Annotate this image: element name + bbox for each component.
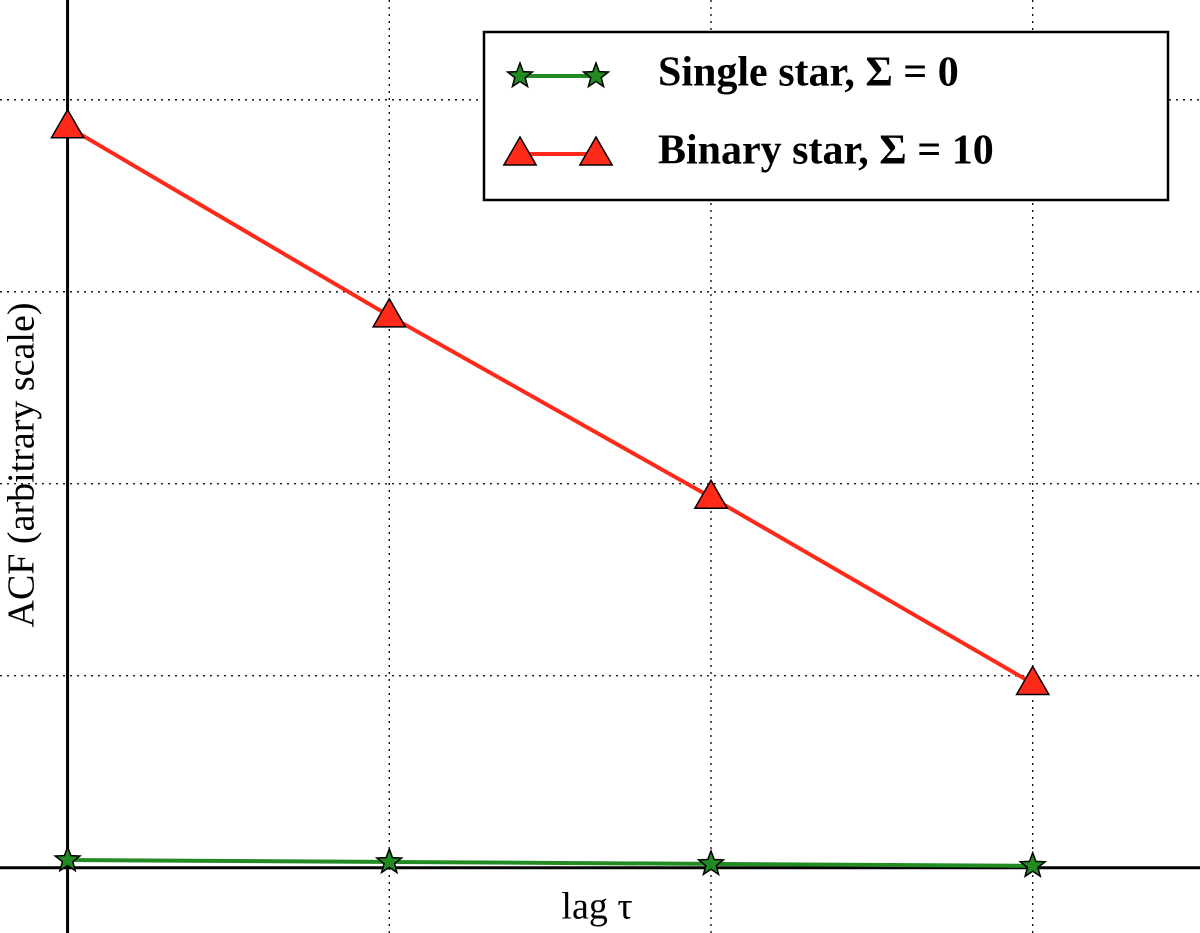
triangle-marker xyxy=(371,297,407,328)
triangle-marker xyxy=(1015,664,1051,696)
triangle-marker xyxy=(502,135,538,166)
x-axis-label: lag τ xyxy=(561,886,632,928)
series-line xyxy=(66,124,1034,686)
star-marker xyxy=(53,844,82,873)
triangle-marker xyxy=(578,135,614,166)
star-marker xyxy=(581,60,611,89)
legend-label: Single star, Σ = 0 xyxy=(658,50,959,96)
star-marker xyxy=(505,60,535,89)
star-marker xyxy=(1018,850,1048,879)
triangle-marker xyxy=(50,108,86,139)
star-marker xyxy=(696,848,726,877)
triangle-marker xyxy=(693,478,729,510)
legend-box xyxy=(482,30,1170,202)
star-marker xyxy=(374,846,404,875)
y-axis-label: ACF (arbitrary scale) xyxy=(1,303,43,628)
legend-label: Binary star, Σ = 10 xyxy=(658,128,994,174)
series-line xyxy=(67,858,1033,868)
